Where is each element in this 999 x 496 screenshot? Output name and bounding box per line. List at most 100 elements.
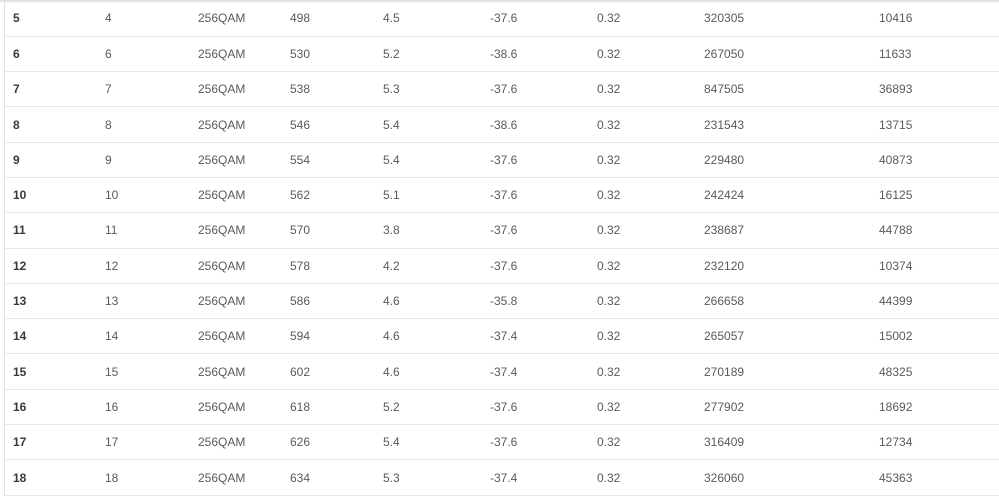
cell-channel-id: 17 — [98, 424, 191, 461]
cell-row-index: 7 — [5, 71, 98, 108]
table-row: 6 6 256QAM 530 5.2 -38.6 0.32 267050 11633 — [5, 36, 999, 73]
cell-channel-id: 11 — [98, 212, 191, 249]
table-row: 12 12 256QAM 578 4.2 -37.6 0.32 232120 10374 — [5, 248, 999, 284]
cell-row-index: 13 — [5, 283, 98, 320]
cell-snr: -37.6 — [483, 212, 590, 249]
cell-modulation: 256QAM — [191, 71, 283, 108]
cell-snr: -38.6 — [483, 36, 590, 73]
cell-frequency: 498 — [283, 1, 376, 37]
cell-power: 5.4 — [376, 424, 483, 461]
cell-correctables: 231543 — [697, 106, 872, 143]
cell-ber: 0.32 — [590, 36, 697, 73]
cell-uncorrectables: 10416 — [872, 1, 999, 37]
cell-uncorrectables: 15002 — [872, 318, 999, 355]
cell-snr: -37.6 — [483, 424, 590, 461]
cell-correctables: 265057 — [697, 318, 872, 355]
cell-power: 5.2 — [376, 36, 483, 73]
cell-ber: 0.32 — [590, 212, 697, 249]
cell-ber: 0.32 — [590, 248, 697, 284]
table-row: 5 4 256QAM 498 4.5 -37.6 0.32 320305 10416 — [5, 1, 999, 37]
cell-ber: 0.32 — [590, 177, 697, 214]
cell-power: 4.2 — [376, 248, 483, 284]
table-row: 13 13 256QAM 586 4.6 -35.8 0.32 266658 44399 — [5, 283, 999, 320]
channel-table-body: 5 4 256QAM 498 4.5 -37.6 0.32 320305 10416 6 6 256Q… — [5, 1, 999, 496]
cell-frequency: 626 — [283, 424, 376, 461]
cell-frequency: 602 — [283, 353, 376, 390]
cell-snr: -35.8 — [483, 283, 590, 320]
cell-snr: -37.4 — [483, 318, 590, 355]
table-row: 8 8 256QAM 546 5.4 -38.6 0.32 231543 13715 — [5, 106, 999, 143]
cell-correctables: 277902 — [697, 389, 872, 426]
cell-row-index: 16 — [5, 389, 98, 426]
cell-power: 5.1 — [376, 177, 483, 214]
cell-frequency: 554 — [283, 142, 376, 178]
cell-snr: -37.6 — [483, 142, 590, 178]
cell-snr: -37.6 — [483, 389, 590, 426]
cell-frequency: 634 — [283, 459, 376, 496]
cell-correctables: 847505 — [697, 71, 872, 108]
cell-channel-id: 18 — [98, 459, 191, 496]
cell-modulation: 256QAM — [191, 36, 283, 73]
cell-snr: -37.6 — [483, 248, 590, 284]
cell-power: 4.6 — [376, 283, 483, 320]
cell-power: 3.8 — [376, 212, 483, 249]
cell-ber: 0.32 — [590, 1, 697, 37]
cell-frequency: 594 — [283, 318, 376, 355]
cell-ber: 0.32 — [590, 459, 697, 496]
cell-power: 4.5 — [376, 1, 483, 37]
cell-row-index: 10 — [5, 177, 98, 214]
table-row: 15 15 256QAM 602 4.6 -37.4 0.32 270189 48325 — [5, 353, 999, 390]
cell-correctables: 326060 — [697, 459, 872, 496]
cell-snr: -37.6 — [483, 177, 590, 214]
cell-ber: 0.32 — [590, 142, 697, 178]
table-row: 7 7 256QAM 538 5.3 -37.6 0.32 847505 36893 — [5, 71, 999, 108]
cell-uncorrectables: 48325 — [872, 353, 999, 390]
cell-snr: -38.6 — [483, 106, 590, 143]
cell-row-index: 12 — [5, 248, 98, 284]
cell-power: 5.2 — [376, 389, 483, 426]
cell-channel-id: 4 — [98, 1, 191, 37]
cell-row-index: 11 — [5, 212, 98, 249]
table-row: 16 16 256QAM 618 5.2 -37.6 0.32 277902 18692 — [5, 389, 999, 426]
cell-snr: -37.6 — [483, 71, 590, 108]
cell-correctables: 267050 — [697, 36, 872, 73]
cell-correctables: 232120 — [697, 248, 872, 284]
cell-correctables: 242424 — [697, 177, 872, 214]
cell-modulation: 256QAM — [191, 1, 283, 37]
table-row: 9 9 256QAM 554 5.4 -37.6 0.32 229480 40873 — [5, 142, 999, 178]
cell-row-index: 18 — [5, 459, 98, 496]
cell-frequency: 538 — [283, 71, 376, 108]
cell-ber: 0.32 — [590, 71, 697, 108]
cell-snr: -37.4 — [483, 459, 590, 496]
cell-uncorrectables: 12734 — [872, 424, 999, 461]
table-row: 11 11 256QAM 570 3.8 -37.6 0.32 238687 44788 — [5, 212, 999, 249]
cell-ber: 0.32 — [590, 389, 697, 426]
cell-channel-id: 16 — [98, 389, 191, 426]
cell-power: 4.6 — [376, 318, 483, 355]
cell-channel-id: 9 — [98, 142, 191, 178]
cell-power: 5.3 — [376, 459, 483, 496]
cell-modulation: 256QAM — [191, 248, 283, 284]
table-row: 10 10 256QAM 562 5.1 -37.6 0.32 242424 16125 — [5, 177, 999, 214]
cell-frequency: 546 — [283, 106, 376, 143]
cell-channel-id: 6 — [98, 36, 191, 73]
cell-modulation: 256QAM — [191, 459, 283, 496]
cell-channel-id: 8 — [98, 106, 191, 143]
cell-channel-id: 10 — [98, 177, 191, 214]
cell-ber: 0.32 — [590, 424, 697, 461]
cell-uncorrectables: 16125 — [872, 177, 999, 214]
cell-row-index: 6 — [5, 36, 98, 73]
cell-modulation: 256QAM — [191, 424, 283, 461]
cell-power: 5.4 — [376, 142, 483, 178]
table-row: 14 14 256QAM 594 4.6 -37.4 0.32 265057 15002 — [5, 318, 999, 355]
cell-correctables: 238687 — [697, 212, 872, 249]
cell-frequency: 618 — [283, 389, 376, 426]
cell-channel-id: 15 — [98, 353, 191, 390]
cell-power: 5.4 — [376, 106, 483, 143]
cell-uncorrectables: 11633 — [872, 36, 999, 73]
cell-frequency: 530 — [283, 36, 376, 73]
cell-uncorrectables: 40873 — [872, 142, 999, 178]
cell-modulation: 256QAM — [191, 283, 283, 320]
cell-snr: -37.6 — [483, 1, 590, 37]
cell-uncorrectables: 44788 — [872, 212, 999, 249]
